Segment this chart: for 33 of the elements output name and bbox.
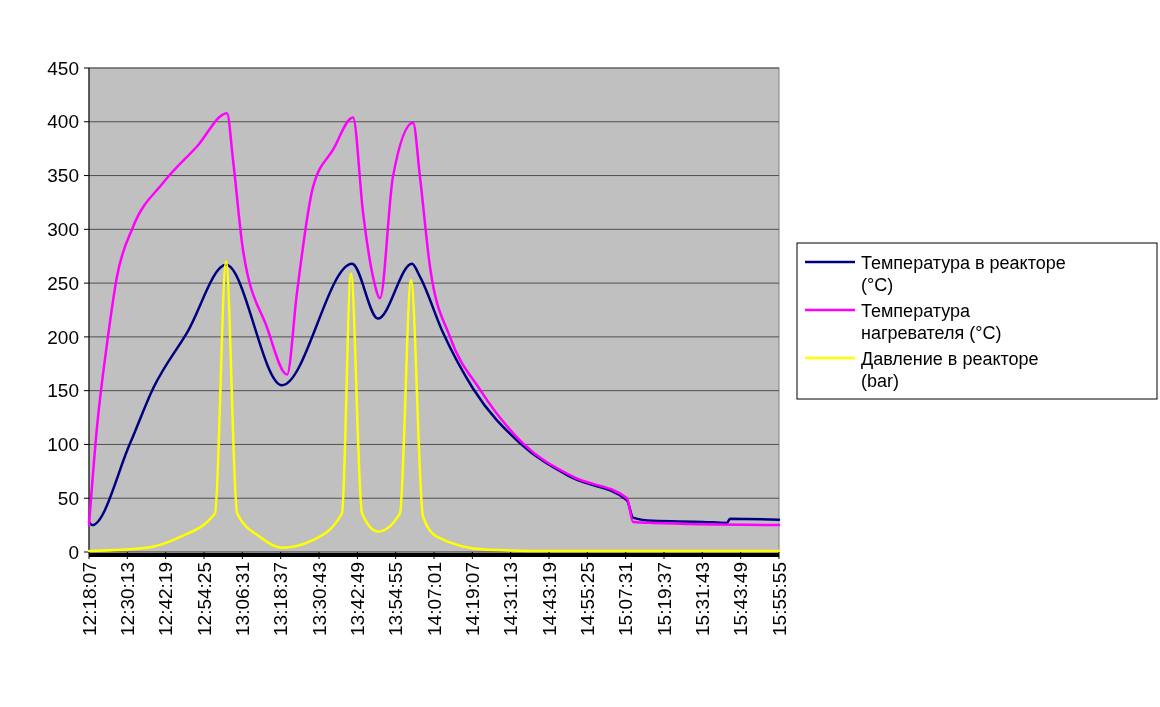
y-tick-label: 150 xyxy=(47,380,79,402)
legend-label: Температура нагревателя (°C) xyxy=(861,301,1002,343)
x-tick-label: 13:06:31 xyxy=(231,562,253,636)
x-tick-label: 14:31:13 xyxy=(500,562,522,636)
x-tick-label: 14:07:01 xyxy=(423,562,445,636)
y-tick-label: 250 xyxy=(47,272,79,294)
x-tick-label: 15:55:55 xyxy=(768,562,790,636)
x-tick-label: 15:07:31 xyxy=(615,562,637,636)
y-tick-label: 100 xyxy=(47,434,79,456)
x-tick-label: 14:43:19 xyxy=(538,562,560,636)
x-tick-label: 14:55:25 xyxy=(576,562,598,636)
x-tick-label: 15:31:43 xyxy=(691,562,713,636)
legend-label: Давление в реакторе (bar) xyxy=(861,349,1039,391)
x-tick-label: 13:18:37 xyxy=(270,562,292,636)
y-tick-label: 50 xyxy=(57,487,79,509)
y-tick-label: 400 xyxy=(47,111,79,133)
x-tick-label: 13:30:43 xyxy=(308,562,330,636)
x-tick-label: 12:42:19 xyxy=(155,562,177,636)
x-tick-label: 13:42:49 xyxy=(346,562,368,636)
legend-label: Температура в реакторе (°C) xyxy=(861,253,1066,295)
y-tick-label: 0 xyxy=(68,541,79,563)
line-series xyxy=(87,111,781,527)
y-tick-label: 450 xyxy=(47,57,79,79)
x-tick-label: 13:54:55 xyxy=(385,562,407,636)
x-tick-label: 14:19:07 xyxy=(461,562,483,636)
x-tick-label: 12:54:25 xyxy=(193,562,215,636)
y-tick-label: 300 xyxy=(47,218,79,240)
x-tick-label: 12:30:13 xyxy=(116,562,138,636)
x-tick-label: 15:19:37 xyxy=(653,562,675,636)
y-tick-label: 200 xyxy=(47,326,79,348)
x-tick-label: 12:18:07 xyxy=(78,562,100,636)
x-tick-label: 15:43:49 xyxy=(730,562,752,636)
y-tick-label: 350 xyxy=(47,165,79,187)
